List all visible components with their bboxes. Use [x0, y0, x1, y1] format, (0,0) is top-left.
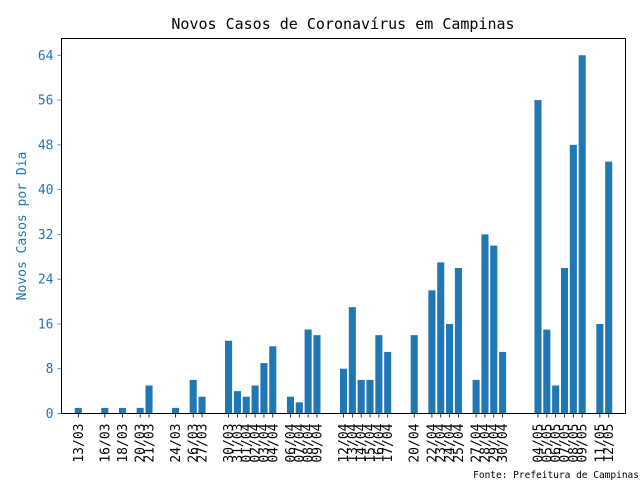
x-tick-label: 20/03 — [134, 424, 149, 463]
bar-27-03 — [198, 396, 206, 414]
y-tick-label: 64 — [38, 49, 54, 64]
bar-23-04 — [437, 262, 445, 414]
x-tick-label: 30/04 — [496, 423, 511, 462]
bar-06-04 — [286, 396, 294, 414]
x-tick-label: 16/03 — [98, 424, 113, 463]
bar-16-04 — [375, 335, 383, 414]
bar-12-04 — [339, 368, 348, 414]
x-tick-label: 08/04 — [302, 423, 317, 462]
x-tick-label: 30/03 — [222, 424, 237, 463]
x-tick-label: 12/04 — [337, 423, 352, 462]
bar-29-04 — [490, 245, 498, 414]
y-tick-label: 56 — [38, 94, 54, 109]
bar-13-03 — [74, 407, 82, 414]
x-tick-label: 26/03 — [187, 424, 202, 463]
chart-title: Novos Casos de Coronavírus em Campinas — [171, 15, 514, 33]
x-tick-label: 06/04 — [284, 423, 299, 462]
x-tick-label: 31/03 — [231, 424, 246, 463]
bar-04-04 — [269, 346, 277, 414]
bar-24-03 — [172, 407, 180, 414]
y-tick-label: 8 — [46, 362, 54, 377]
x-tick-label: 11/05 — [593, 424, 608, 463]
bar-08-05 — [569, 144, 577, 414]
bar-26-03 — [189, 379, 197, 414]
bar-03-04 — [260, 363, 268, 414]
x-tick-label: 07/04 — [293, 423, 308, 462]
x-tick-label: 04/04 — [266, 423, 281, 462]
bar-15-04 — [366, 379, 374, 414]
plot-frame — [61, 38, 626, 414]
y-axis-label: Novos Casos por Dia — [15, 152, 30, 301]
bar-16-03 — [101, 407, 109, 414]
bar-14-04 — [357, 379, 365, 414]
x-tick-label: 17/04 — [381, 423, 396, 462]
bar-02-04 — [251, 385, 259, 414]
x-tick-label: 24/03 — [169, 424, 184, 463]
bars — [74, 55, 613, 414]
x-tick-label: 18/03 — [116, 424, 131, 463]
bar-11-05 — [596, 323, 604, 414]
x-tick-label: 08/05 — [567, 424, 582, 463]
x-tick-label: 05/05 — [540, 424, 555, 463]
bar-20-03 — [136, 407, 144, 414]
bar-06-05 — [552, 385, 560, 414]
bar-07-04 — [295, 402, 303, 414]
x-tick-label: 14/04 — [355, 423, 370, 462]
x-tick-label: 13/03 — [72, 424, 87, 463]
x-tick-label: 13/04 — [346, 423, 361, 462]
bar-24-04 — [446, 323, 454, 414]
bar-18-03 — [118, 407, 127, 414]
x-tick-label: 23/04 — [434, 423, 449, 462]
bar-20-04 — [410, 335, 418, 414]
y-tick-label: 48 — [38, 138, 54, 153]
x-tick-label: 06/05 — [549, 424, 564, 463]
x-tick-label: 01/04 — [240, 423, 255, 462]
x-tick-label: 12/05 — [602, 424, 617, 463]
bar-30-03 — [225, 340, 233, 414]
bar-21-03 — [145, 385, 153, 414]
x-tick-label: 22/04 — [425, 423, 440, 462]
x-tick-label: 21/03 — [143, 424, 158, 463]
x-tick-label: 09/04 — [310, 423, 325, 462]
x-tick-label: 02/04 — [249, 423, 264, 462]
x-tick-label: 28/04 — [478, 423, 493, 462]
bar-17-04 — [384, 351, 392, 414]
bar-09-04 — [313, 335, 321, 414]
bar-13-04 — [348, 307, 356, 414]
y-tick-label: 0 — [46, 407, 54, 422]
y-tick-label: 32 — [38, 228, 54, 243]
x-tick-label: 29/04 — [487, 423, 502, 462]
x-tick-label: 09/05 — [576, 424, 591, 463]
bar-30-04 — [499, 351, 507, 414]
y-tick-label: 24 — [38, 273, 54, 288]
bar-01-04 — [242, 396, 250, 414]
bar-04-05 — [534, 100, 542, 414]
bar-07-05 — [560, 267, 569, 414]
bar-12-05 — [605, 161, 613, 414]
x-tick-label: 20/04 — [408, 423, 423, 462]
bar-25-04 — [454, 267, 462, 414]
x-tick-label: 03/04 — [257, 423, 272, 462]
x-tick-label: 16/04 — [372, 423, 387, 462]
bar-05-05 — [543, 329, 551, 414]
x-tick-label: 25/04 — [452, 423, 467, 462]
bar-22-04 — [428, 290, 436, 414]
bar-28-04 — [481, 234, 489, 414]
x-tick-label: 07/05 — [558, 424, 573, 463]
bar-09-05 — [578, 55, 586, 414]
bar-08-04 — [304, 329, 312, 414]
y-axis: 0 8 16 24 32 40 48 56 64 — [38, 49, 62, 422]
x-tick-label: 27/03 — [196, 424, 211, 463]
y-tick-label: 16 — [38, 317, 54, 332]
bar-27-04 — [472, 379, 480, 414]
x-tick-label: 15/04 — [364, 423, 379, 462]
x-tick-label: 24/04 — [443, 423, 458, 462]
x-tick-label: 27/04 — [470, 423, 485, 462]
x-tick-label: 04/05 — [531, 424, 546, 463]
y-tick-label: 40 — [38, 183, 54, 198]
source-note: Fonte: Prefeitura de Campinas — [473, 470, 639, 480]
bar-31-03 — [233, 391, 241, 414]
